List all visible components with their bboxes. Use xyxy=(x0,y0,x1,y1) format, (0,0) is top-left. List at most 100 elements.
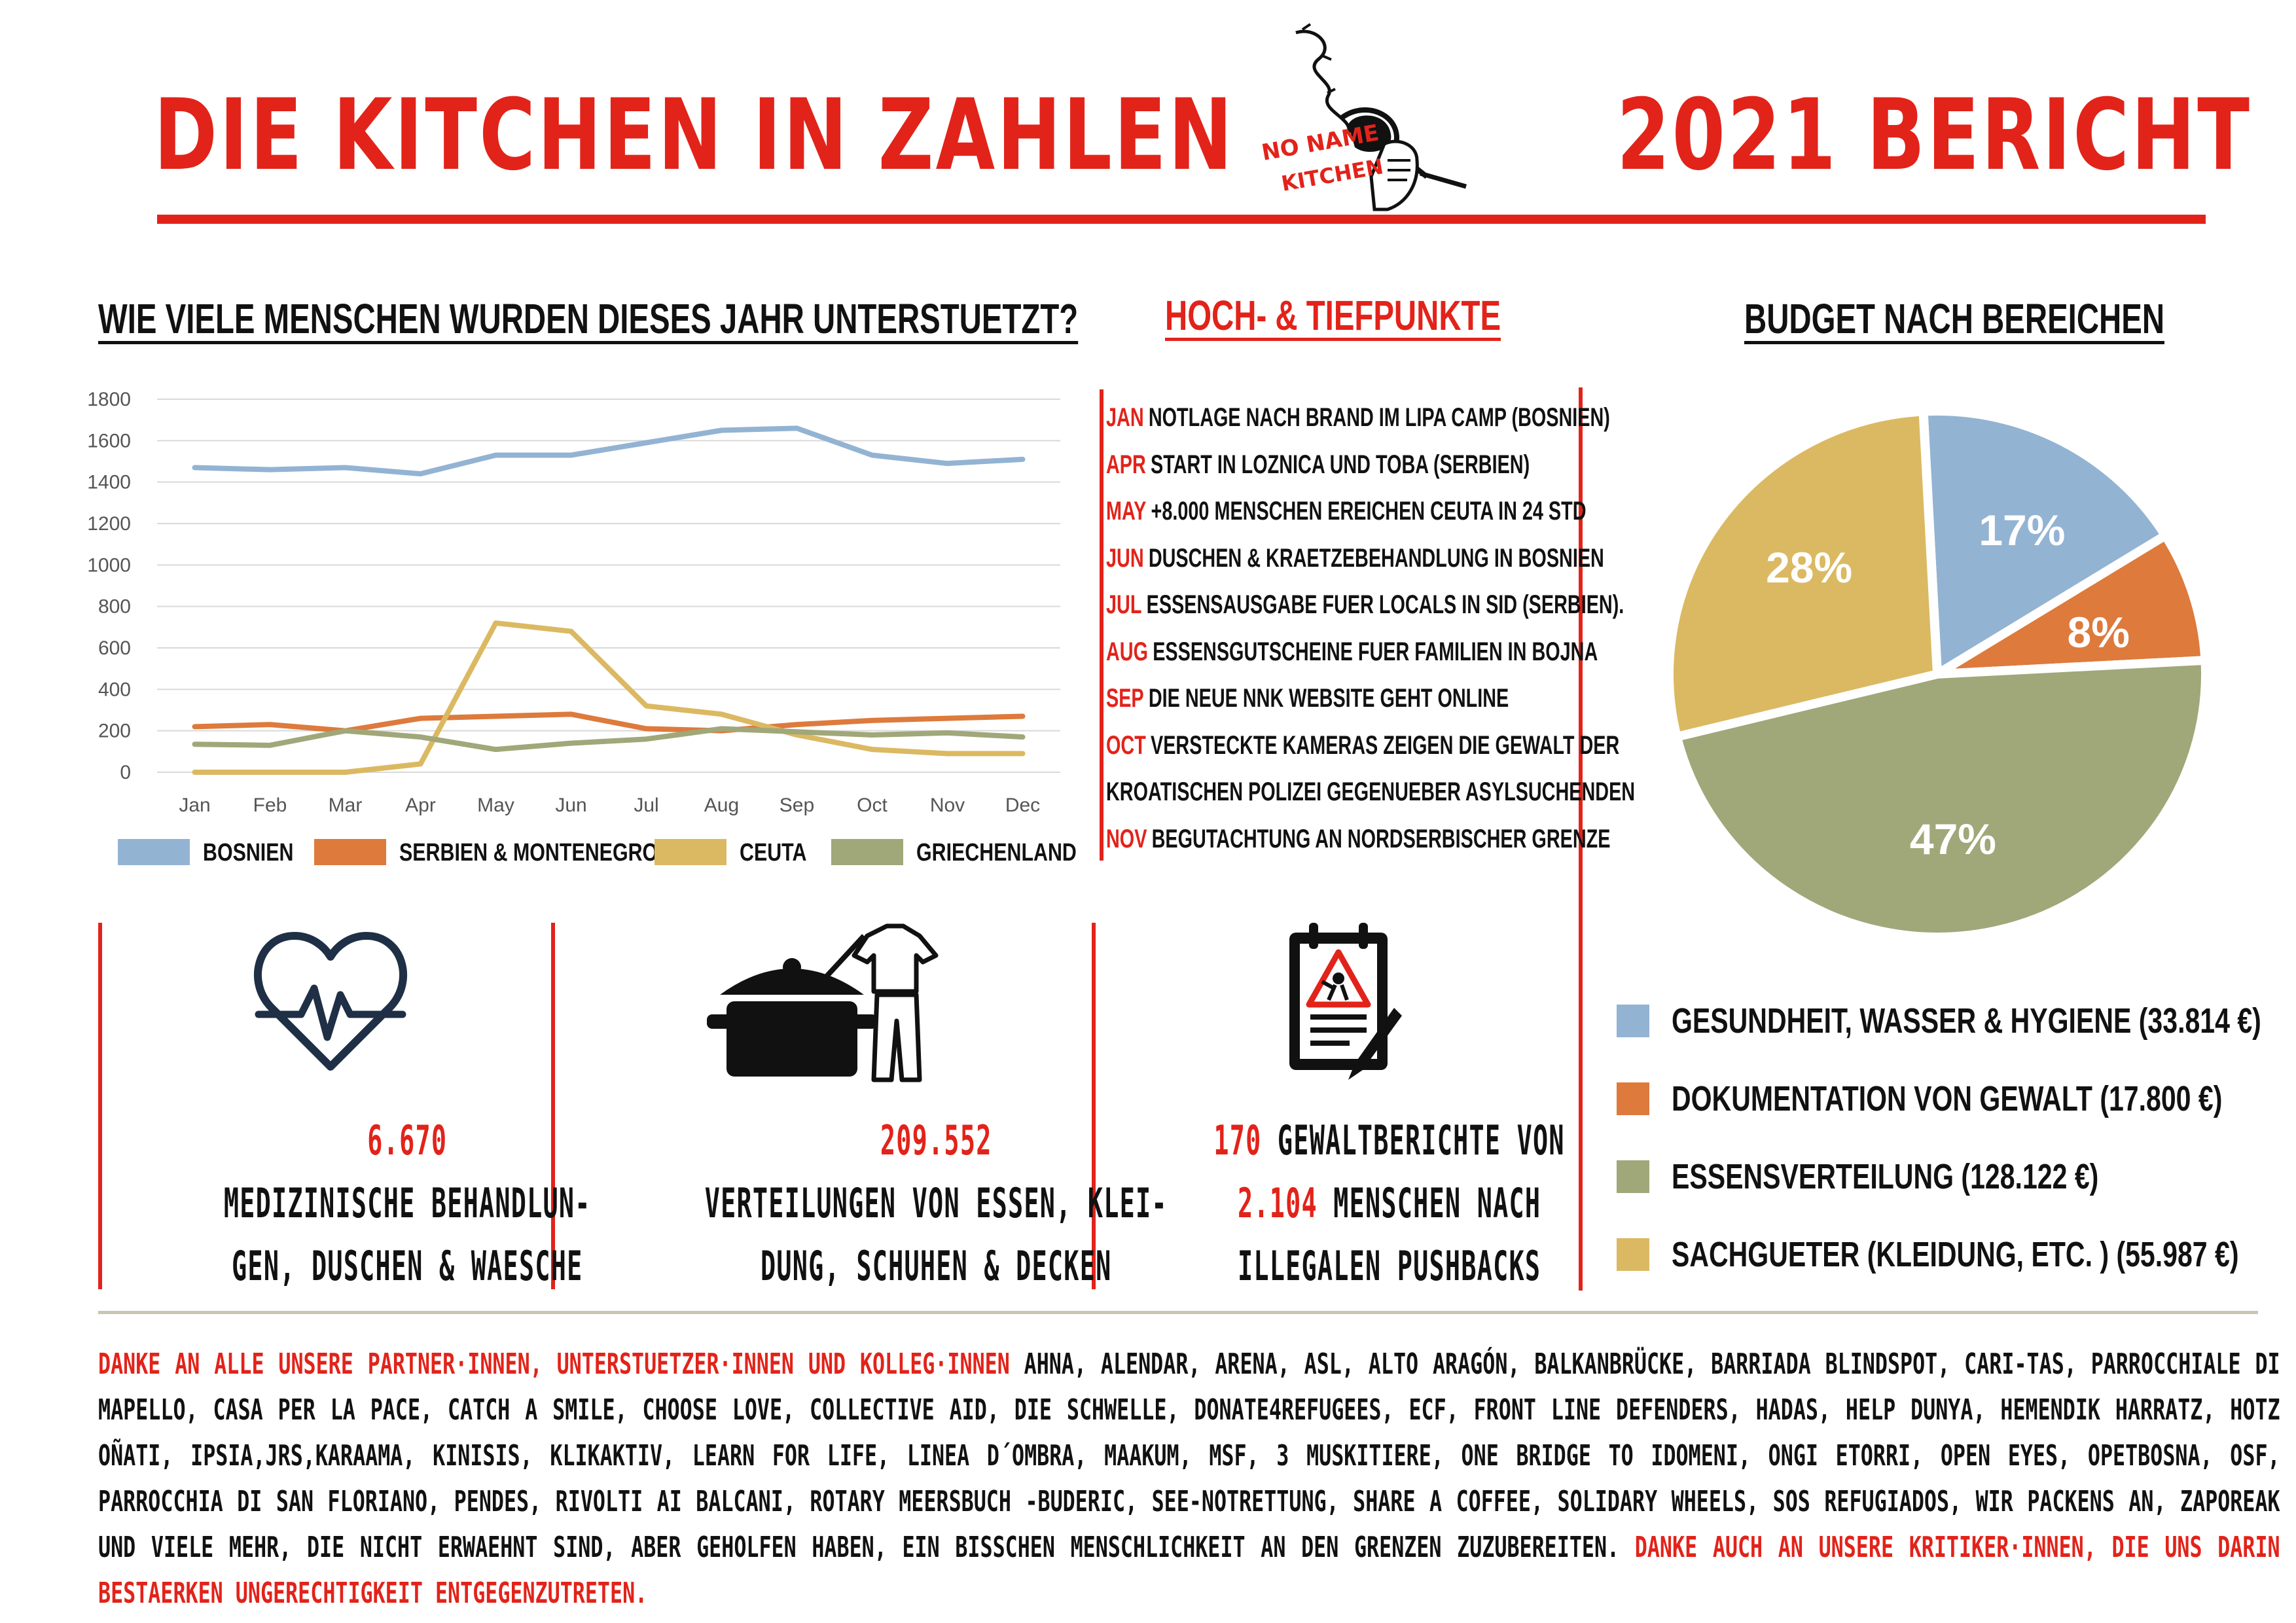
highlight-item: JAN NOTLAGE NACH BRAND IM LIPA CAMP (BOSN… xyxy=(1106,401,1610,448)
highlight-text: +8.000 MENSCHEN EREICHEN CEUTA IN 24 STD xyxy=(1151,497,1587,526)
y-tick-label: 200 xyxy=(98,721,131,742)
stat-divider-1 xyxy=(98,923,102,1289)
x-tick-label: Mar xyxy=(329,794,363,816)
highlight-item: OCT VERSTECKTE KAMERAS ZEIGEN DIE GEWALT … xyxy=(1106,728,1619,776)
y-tick-label: 600 xyxy=(98,637,131,659)
highlight-month: MAY xyxy=(1106,497,1147,526)
highlights-heading: HOCH- & TIEFPUNKTE xyxy=(1165,292,1501,339)
stat-medical-line1: MEDIZINISCHE BEHANDLUN- xyxy=(223,1179,591,1227)
highlight-item: APR START IN LOZNICA UND TOBA (SERBIEN) xyxy=(1106,448,1530,495)
highlight-item: SEP DIE NEUE NNK WEBSITE GEHT ONLINE xyxy=(1106,681,1509,728)
highlight-text: DIE NEUE NNK WEBSITE GEHT ONLINE xyxy=(1148,684,1509,713)
highlights-list: JAN NOTLAGE NACH BRAND IM LIPA CAMP (BOSN… xyxy=(1106,401,1635,869)
stat-divider-2 xyxy=(551,923,555,1289)
highlight-text: VERSTECKTE KAMERAS ZEIGEN DIE GEWALT DER xyxy=(1150,730,1620,760)
x-tick-label: Feb xyxy=(253,794,287,816)
legend-swatch xyxy=(1617,1160,1649,1193)
report-year-title: 2021 BERICHT xyxy=(1617,79,2252,192)
series-line xyxy=(192,726,1026,753)
highlight-item: NOV BEGUTACHTUNG AN NORDSERBISCHER GRENZE xyxy=(1106,822,1610,869)
stat-divider-3 xyxy=(1092,923,1096,1289)
x-tick-label: Apr xyxy=(405,794,436,816)
footer-rule xyxy=(98,1311,2258,1314)
legend-label: BOSNIEN xyxy=(203,839,293,866)
highlight-month: NOV xyxy=(1106,824,1147,853)
stat-violence-reports: 170 GEWALTBERICHTE VON 2.104 MENSCHEN NA… xyxy=(1106,916,1577,1296)
line-chart-grid xyxy=(157,399,1060,773)
thanks-intro: DANKE AN ALLE UNSERE PARTNER·INNEN, UNTE… xyxy=(98,1347,1010,1381)
highlight-item: JUL ESSENSAUSGABE FUER LOCALS IN SID (SER… xyxy=(1106,588,1624,635)
pie-slice xyxy=(1664,406,1942,741)
highlight-text: START IN LOZNICA UND TOBA (SERBIEN) xyxy=(1151,450,1530,479)
budget-legend-item: DOKUMENTATION VON GEWALT (17.800 €) xyxy=(1610,1060,2265,1137)
no-name-kitchen-logo: NO NAME KITCHEN xyxy=(1260,23,1467,211)
header-rule xyxy=(157,215,2206,224)
highlight-item: AUG ESSENSGUTSCHEINE FUER FAMILIEN IN BOJ… xyxy=(1106,635,1598,682)
legend-label: SACHGUETER (KLEIDUNG, ETC. ) (55.987 €) xyxy=(1672,1234,2239,1274)
x-tick-label: Sep xyxy=(780,794,814,816)
highlight-item: KROATISCHEN POLIZEI GEGENUEBER ASYLSUCHE… xyxy=(1106,775,1635,822)
stat-distribution: 209.552 VERTEILUNGEN VON ESSEN, KLEI- DU… xyxy=(563,916,1167,1296)
stat-distribution-line2: DUNG, SCHUHEN & DECKEN xyxy=(761,1242,1112,1290)
y-tick-label: 1800 xyxy=(87,389,131,410)
budget-pie-chart: 17% 8% 47% 28% xyxy=(1664,406,2210,942)
legend-swatch xyxy=(831,839,903,865)
x-tick-label: Nov xyxy=(930,794,965,816)
highlight-text: DUSCHEN & KRAETZEBEHANDLUNG IN BOSNIEN xyxy=(1148,543,1604,573)
y-tick-label: 0 xyxy=(120,762,131,783)
highlight-month: AUG xyxy=(1106,637,1149,666)
highlight-text: NOTLAGE NACH BRAND IM LIPA CAMP (BOSNIEN… xyxy=(1148,403,1610,432)
thanks-outro: DANKE AUCH AN UNSERE KRITIKER·INNEN, DIE… xyxy=(98,1531,2280,1610)
stat-medical: 6.670 MEDIZINISCHE BEHANDLUN- GEN, DUSCH… xyxy=(111,916,590,1296)
stat-medical-line2: GEN, DUSCHEN & WAESCHE xyxy=(232,1242,583,1290)
stat-reports-number: 170 xyxy=(1213,1116,1262,1164)
legend-label: DOKUMENTATION VON GEWALT (17.800 €) xyxy=(1672,1079,2223,1118)
highlight-item: JUN DUSCHEN & KRAETZEBEHANDLUNG IN BOSNIE… xyxy=(1106,541,1604,588)
stat-reports-line3: ILLEGALEN PUSHBACKS xyxy=(1237,1242,1541,1290)
series-line xyxy=(192,425,1026,476)
budget-legend: GESUNDHEIT, WASSER & HYGIENE (33.814 €) D… xyxy=(1610,982,2265,1293)
people-supported-line-chart: 0 200 400 600 800 1000 1200 1400 1600 1800 Jan Feb… xyxy=(87,389,1077,866)
pie-slice-label: 47% xyxy=(1910,815,1996,863)
highlight-month: JUL xyxy=(1106,590,1142,619)
y-tick-label: 1600 xyxy=(87,430,131,452)
stat-distribution-line1: VERTEILUNGEN VON ESSEN, KLEI- xyxy=(704,1179,1168,1227)
line-chart-series xyxy=(192,425,1026,775)
page-title: DIE KITCHEN IN ZAHLEN xyxy=(154,79,1235,192)
pot-and-clothes-icon xyxy=(707,923,939,1082)
series-line xyxy=(192,620,1026,775)
line-chart-x-ticks: Jan Feb Mar Apr May Jun Jul Aug Sep Oct Nov Dec xyxy=(179,794,1040,816)
highlight-month: SEP xyxy=(1106,684,1144,713)
x-tick-label: Dec xyxy=(1005,794,1040,816)
highlight-month: JUN xyxy=(1106,543,1144,573)
stat-reports-text-a: GEWALTBERICHTE VON xyxy=(1277,1116,1565,1164)
x-tick-label: Jul xyxy=(634,794,658,816)
x-tick-label: Jun xyxy=(555,794,586,816)
highlight-text: BEGUTACHTUNG AN NORDSERBISCHER GRENZE xyxy=(1151,824,1611,853)
legend-label: GRIECHENLAND xyxy=(916,839,1077,866)
highlight-text: ESSENSAUSGABE FUER LOCALS IN SID (SERBIE… xyxy=(1146,590,1624,619)
legend-swatch xyxy=(655,839,726,865)
highlights-right-divider xyxy=(1579,387,1583,1291)
y-tick-label: 1400 xyxy=(87,472,131,493)
y-tick-label: 1000 xyxy=(87,554,131,576)
legend-swatch xyxy=(314,839,386,865)
highlight-month: OCT xyxy=(1106,730,1146,760)
legend-label: CEUTA xyxy=(740,839,806,866)
thanks-partner-list: AHNA, ALENDAR, ARENA, ASL, ALTO ARAGÓN, … xyxy=(98,1347,2280,1564)
stat-medical-number: 6.670 xyxy=(367,1116,448,1164)
pie-slice-label: 28% xyxy=(1766,543,1852,592)
line-chart-legend: BOSNIEN SERBIEN & MONTENEGRO CEUTA GRIECHEN… xyxy=(118,839,1077,866)
pie-slice xyxy=(1933,531,2210,679)
x-tick-label: Jan xyxy=(179,794,210,816)
legend-label: ESSENSVERTEILUNG (128.122 €) xyxy=(1672,1156,2099,1196)
x-tick-label: May xyxy=(477,794,514,816)
x-tick-label: Aug xyxy=(704,794,739,816)
violence-report-icon xyxy=(1289,923,1402,1080)
legend-swatch xyxy=(1617,1238,1649,1271)
budget-heading: BUDGET NACH BEREICHEN xyxy=(1744,295,2165,342)
highlight-month: JAN xyxy=(1106,403,1144,432)
highlights-left-divider xyxy=(1100,389,1103,861)
legend-swatch xyxy=(1617,1082,1649,1115)
line-chart-y-ticks: 0 200 400 600 800 1000 1200 1400 1600 1800 xyxy=(87,389,131,783)
